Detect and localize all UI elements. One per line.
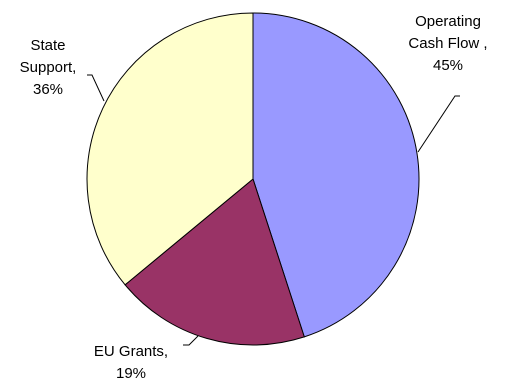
slice-label-line: 36% <box>33 81 63 98</box>
slice-label-line: State <box>30 37 65 54</box>
slice-label-line: 45% <box>433 57 463 74</box>
leader-line-state-support <box>87 74 105 102</box>
slice-label-line: Operating <box>415 13 481 30</box>
slice-label-line: Support, <box>20 59 77 76</box>
slice-label-operating-cash-flow: Operating Cash Flow , 45% <box>408 13 487 74</box>
slice-operating-cash-flow <box>252 12 420 338</box>
slice-eu-grants <box>124 178 305 346</box>
pie-slices <box>86 12 420 346</box>
slice-label-line: EU Grants, <box>94 343 168 360</box>
leader-lines <box>87 74 460 346</box>
slice-labels: Operating Cash Flow , 45% EU Grants, 19% Stat… <box>20 13 488 381</box>
slice-label-eu-grants: EU Grants, 19% <box>94 343 168 381</box>
slice-label-line: 19% <box>116 365 146 381</box>
slice-label-line: Cash Flow , <box>408 35 487 52</box>
slice-label-state-support: State Support, 36% <box>20 37 77 98</box>
slice-state-support <box>86 12 254 286</box>
leader-line-operating-cash-flow <box>417 95 460 153</box>
leader-line-eu-grants <box>183 335 199 346</box>
